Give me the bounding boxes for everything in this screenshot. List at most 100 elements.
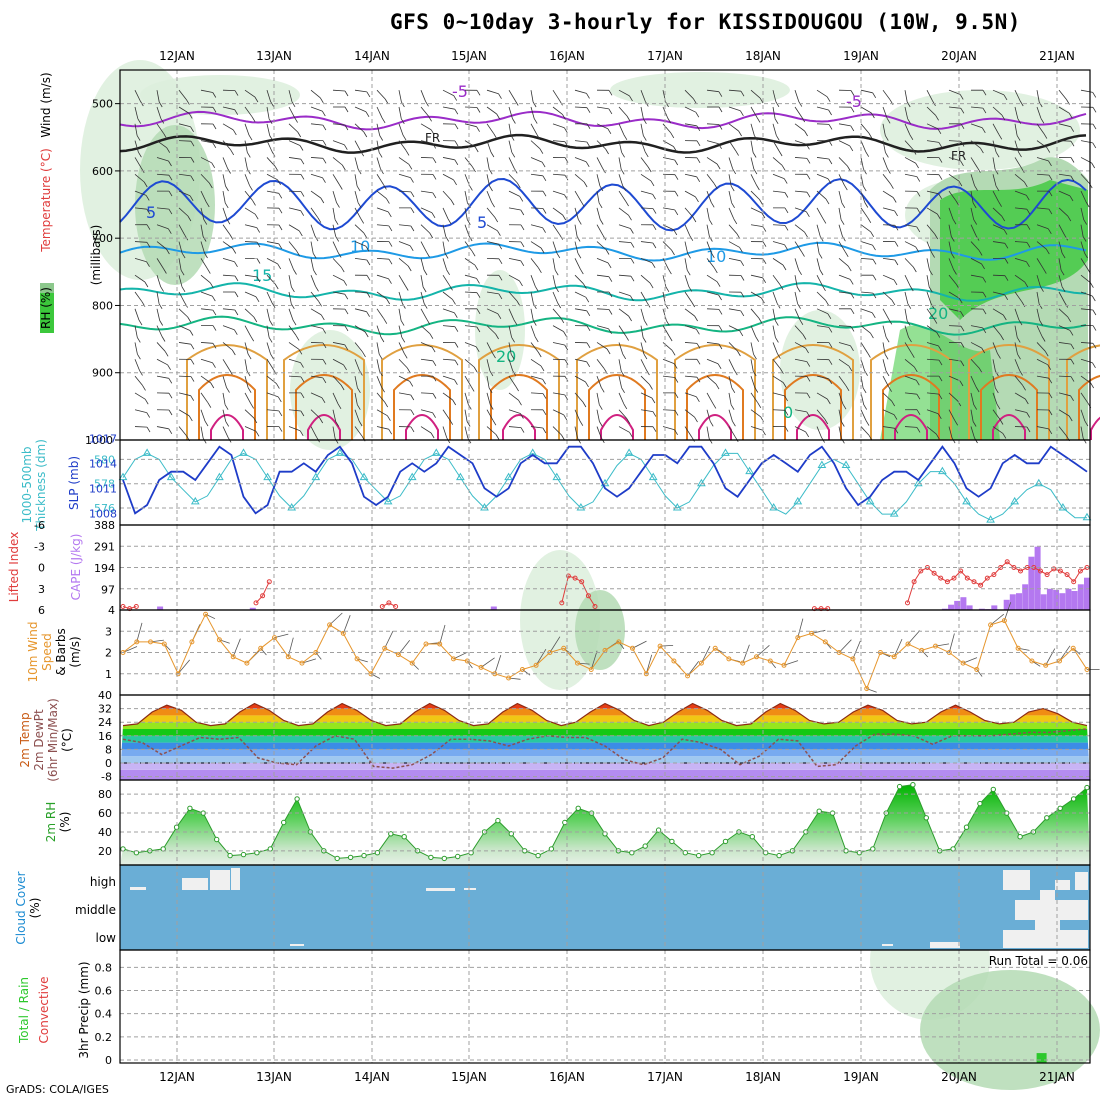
wind-barb-flag bbox=[913, 366, 918, 373]
wind-barb-flag bbox=[163, 133, 168, 139]
wind-barb-flag bbox=[1042, 268, 1047, 274]
wind-barb-flag bbox=[410, 426, 415, 433]
wind-barb bbox=[244, 375, 249, 388]
wind10m-axis-title-line: Speed bbox=[40, 633, 54, 671]
wind-barb-flag bbox=[146, 242, 151, 248]
wind-barb-flag bbox=[696, 359, 701, 365]
wind-barb-flag bbox=[228, 369, 233, 375]
wind-barb-flag bbox=[916, 226, 921, 233]
wind-barb-flag bbox=[432, 375, 437, 382]
wind-barb bbox=[948, 375, 961, 382]
wind-barb-flag bbox=[622, 353, 627, 360]
rh2m-marker bbox=[1044, 815, 1050, 821]
wind-barb bbox=[662, 241, 672, 251]
wind-barb bbox=[200, 224, 204, 237]
wind-barb bbox=[178, 89, 187, 100]
wind-barb-flag bbox=[642, 135, 647, 141]
wind-barb bbox=[926, 308, 935, 319]
wind-barb bbox=[530, 258, 539, 269]
wind-barb-flag bbox=[542, 427, 547, 434]
wind-barb bbox=[222, 409, 227, 422]
li-marker bbox=[386, 600, 392, 606]
wind-barb bbox=[860, 426, 870, 436]
wind-barb-flag bbox=[491, 201, 495, 208]
wind-barb bbox=[728, 392, 732, 405]
wind-barb-flag bbox=[867, 217, 872, 224]
li-marker bbox=[984, 575, 990, 581]
precip-axis-title-line: 3hr Precip (mm) bbox=[77, 961, 91, 1058]
wind-barb-flag bbox=[188, 113, 193, 119]
wind-barb-flag bbox=[620, 169, 625, 175]
wind-barb bbox=[838, 190, 843, 203]
wind-barb bbox=[992, 426, 1004, 434]
wind-barb bbox=[882, 342, 886, 355]
wind-barb-flag bbox=[828, 140, 833, 146]
wind-barb-flag bbox=[737, 350, 741, 357]
wind-barb bbox=[596, 342, 608, 350]
wind-barb-flag bbox=[621, 387, 625, 394]
wind-barb-flag bbox=[234, 261, 238, 268]
wind-barb-flag bbox=[894, 225, 899, 231]
wind-barb-flag bbox=[380, 336, 385, 343]
rh2m-tick: 40 bbox=[98, 826, 112, 839]
wind10m-barb bbox=[177, 659, 191, 675]
wind-barb bbox=[662, 375, 675, 378]
wind-barb-flag bbox=[620, 370, 625, 377]
temp2m-tick: 24 bbox=[98, 716, 112, 729]
cape-axis-title-line: CAPE (J/kg) bbox=[69, 534, 83, 601]
wind-barb-flag bbox=[474, 264, 479, 271]
isotherm-warm bbox=[186, 344, 268, 440]
contour-label: 10 bbox=[350, 237, 370, 256]
wind-barb-flag bbox=[586, 141, 591, 148]
wind-barb bbox=[200, 157, 212, 164]
wind-barb-flag bbox=[928, 286, 933, 293]
top-date-label: 13JAN bbox=[256, 49, 292, 63]
wind-barb-flag bbox=[886, 118, 891, 124]
wind-barb bbox=[222, 274, 236, 277]
wind-barb-flag bbox=[980, 147, 984, 154]
wind-barb-flag bbox=[733, 218, 738, 225]
wind-barb-flag bbox=[388, 258, 393, 265]
wind-barb-flag bbox=[212, 123, 217, 130]
wind-barb bbox=[200, 308, 213, 311]
wind-barb-flag bbox=[366, 275, 371, 281]
cape-bar bbox=[1022, 584, 1029, 610]
wind-barb-flag bbox=[449, 285, 453, 291]
wind-barb-flag bbox=[828, 158, 833, 165]
wind-barb bbox=[442, 89, 454, 96]
wind10m-marker bbox=[933, 643, 938, 649]
wind-barb bbox=[926, 342, 939, 347]
cape-tick: 388 bbox=[94, 519, 115, 532]
wind-barb bbox=[288, 325, 297, 336]
wind-barb-flag bbox=[190, 359, 195, 365]
wind-barb-flag bbox=[865, 151, 870, 157]
wind-barb bbox=[838, 224, 843, 237]
wind-barb-flag bbox=[586, 325, 591, 332]
wind-barb bbox=[794, 90, 800, 102]
wind-barb-flag bbox=[256, 241, 261, 248]
wind-barb bbox=[992, 224, 1005, 230]
wind-barb bbox=[508, 123, 512, 136]
cape-bar bbox=[157, 606, 164, 610]
wind-barb bbox=[706, 409, 711, 422]
wind-barb-flag bbox=[340, 384, 345, 391]
wind-barb bbox=[420, 426, 432, 434]
wind-barb-flag bbox=[190, 343, 195, 350]
wind-barb-flag bbox=[850, 293, 855, 299]
rh2m-marker bbox=[722, 838, 729, 845]
thickness-marker bbox=[190, 496, 200, 505]
wind-barb bbox=[618, 308, 629, 317]
wind-barb bbox=[684, 342, 698, 344]
cloud-block bbox=[1035, 920, 1060, 948]
wind-barb-flag bbox=[668, 335, 673, 342]
wind-barb bbox=[200, 207, 205, 220]
wind-barb bbox=[1036, 241, 1047, 250]
wind-barb bbox=[816, 291, 826, 301]
wind-barb-flag bbox=[1090, 382, 1095, 389]
wind-barb-flag bbox=[872, 292, 877, 299]
wind-barb bbox=[794, 291, 798, 304]
wind-barb bbox=[706, 258, 715, 269]
wind-barb bbox=[904, 258, 914, 268]
wind-barb-flag bbox=[605, 249, 610, 255]
